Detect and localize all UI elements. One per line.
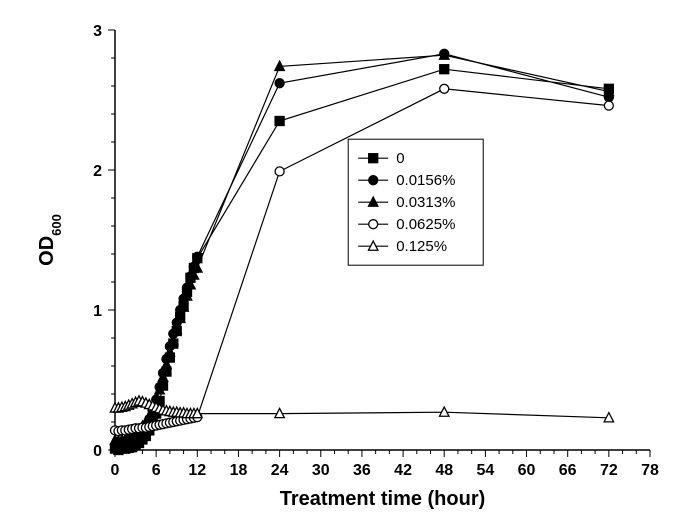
x-tick-label: 72 bbox=[600, 462, 618, 479]
x-tick-label: 48 bbox=[435, 462, 453, 479]
x-tick-label: 54 bbox=[476, 462, 494, 479]
legend-label: 0.0313% bbox=[396, 194, 455, 211]
legend-label: 0.0625% bbox=[396, 216, 455, 233]
x-axis-label: Treatment time (hour) bbox=[280, 488, 486, 510]
x-tick-label: 0 bbox=[111, 462, 120, 479]
x-tick-label: 24 bbox=[271, 462, 289, 479]
legend-label: 0.0156% bbox=[396, 172, 455, 189]
y-tick-label: 1 bbox=[93, 303, 102, 320]
legend-label: 0.125% bbox=[396, 238, 447, 255]
x-tick-label: 42 bbox=[394, 462, 412, 479]
y-tick-label: 3 bbox=[93, 23, 102, 40]
y-axis-label: OD600 bbox=[36, 214, 64, 266]
series bbox=[110, 396, 613, 422]
legend-label: 0 bbox=[396, 150, 404, 167]
y-tick-label: 0 bbox=[93, 443, 102, 460]
x-tick-label: 6 bbox=[152, 462, 161, 479]
x-tick-label: 36 bbox=[353, 462, 371, 479]
x-tick-label: 66 bbox=[559, 462, 577, 479]
x-tick-label: 12 bbox=[188, 462, 206, 479]
y-tick-label: 2 bbox=[93, 163, 102, 180]
x-tick-label: 18 bbox=[230, 462, 248, 479]
growth-curve-chart: 06121824303642485460667278Treatment time… bbox=[0, 0, 678, 528]
x-tick-label: 30 bbox=[312, 462, 330, 479]
svg-text:OD600: OD600 bbox=[36, 214, 64, 266]
x-tick-label: 78 bbox=[641, 462, 659, 479]
x-tick-label: 60 bbox=[518, 462, 536, 479]
